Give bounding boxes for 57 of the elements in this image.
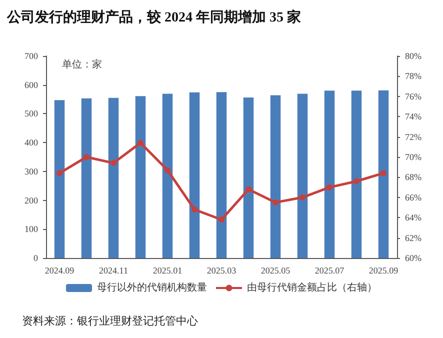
x-tick-label: 2025.05 <box>260 266 291 276</box>
chart-title: 公司发行的理财产品，较 2024 年同期增加 35 家 <box>6 8 301 26</box>
x-tick-label: 2025.09 <box>368 266 399 276</box>
point <box>380 170 386 176</box>
text: 资料来源：银行业理财登记托管中心 <box>22 314 198 328</box>
bar <box>216 92 227 258</box>
point <box>326 184 332 190</box>
y2-tick-label: 78% <box>405 71 422 82</box>
bar <box>189 92 200 258</box>
point <box>164 167 170 174</box>
bar <box>351 90 362 258</box>
y2-tick-label: 64% <box>405 212 422 223</box>
x-tick-label: 2024.09 <box>44 266 75 276</box>
y2-tick-label: 72% <box>405 132 422 142</box>
point <box>272 199 278 206</box>
x-tick-label: 2024.11 <box>99 266 128 276</box>
point <box>246 186 252 192</box>
bar <box>243 98 254 258</box>
point <box>218 216 224 223</box>
y2-tick-label: 60% <box>405 253 422 263</box>
y2-tick-label: 68% <box>405 172 422 182</box>
point <box>192 206 198 213</box>
bar <box>54 100 65 258</box>
point <box>56 170 62 176</box>
legend-label: 由母行代销金额占比（右轴） <box>247 282 377 294</box>
y-tick-label: 100 <box>24 224 38 234</box>
bar <box>324 90 335 258</box>
y2-tick-label: 66% <box>405 192 422 202</box>
legend-label: 母行以外的代销机构数量 <box>97 282 207 294</box>
y-tick-label: 600 <box>24 80 38 90</box>
bar <box>270 95 281 258</box>
point <box>138 140 144 146</box>
x-tick-label: 2025.07 <box>314 266 345 276</box>
y2-tick-label: 80% <box>405 51 422 61</box>
y-tick-label: 400 <box>24 138 38 148</box>
y2-tick-label: 70% <box>405 152 422 162</box>
bar <box>297 94 308 258</box>
x-tick-label: 2025.01 <box>152 266 182 276</box>
y2-tick-label: 62% <box>405 232 422 243</box>
point <box>300 194 306 200</box>
y-tick-label: 0 <box>34 253 38 263</box>
bar <box>162 94 173 258</box>
y-tick-label: 500 <box>24 108 38 119</box>
y-tick-label: 200 <box>24 195 38 206</box>
point <box>110 160 116 166</box>
y2-tick-label: 74% <box>405 112 422 122</box>
point <box>354 178 360 184</box>
annotation: 单位：家 <box>62 58 102 70</box>
y-tick-label: 300 <box>24 166 38 176</box>
bar <box>135 96 146 258</box>
bar <box>378 90 389 258</box>
bar <box>81 98 92 258</box>
bar <box>108 98 119 258</box>
y-tick-label: 700 <box>24 51 38 61</box>
point <box>84 154 90 160</box>
x-tick-label: 2025.03 <box>206 266 237 276</box>
y2-tick-label: 76% <box>405 91 422 102</box>
